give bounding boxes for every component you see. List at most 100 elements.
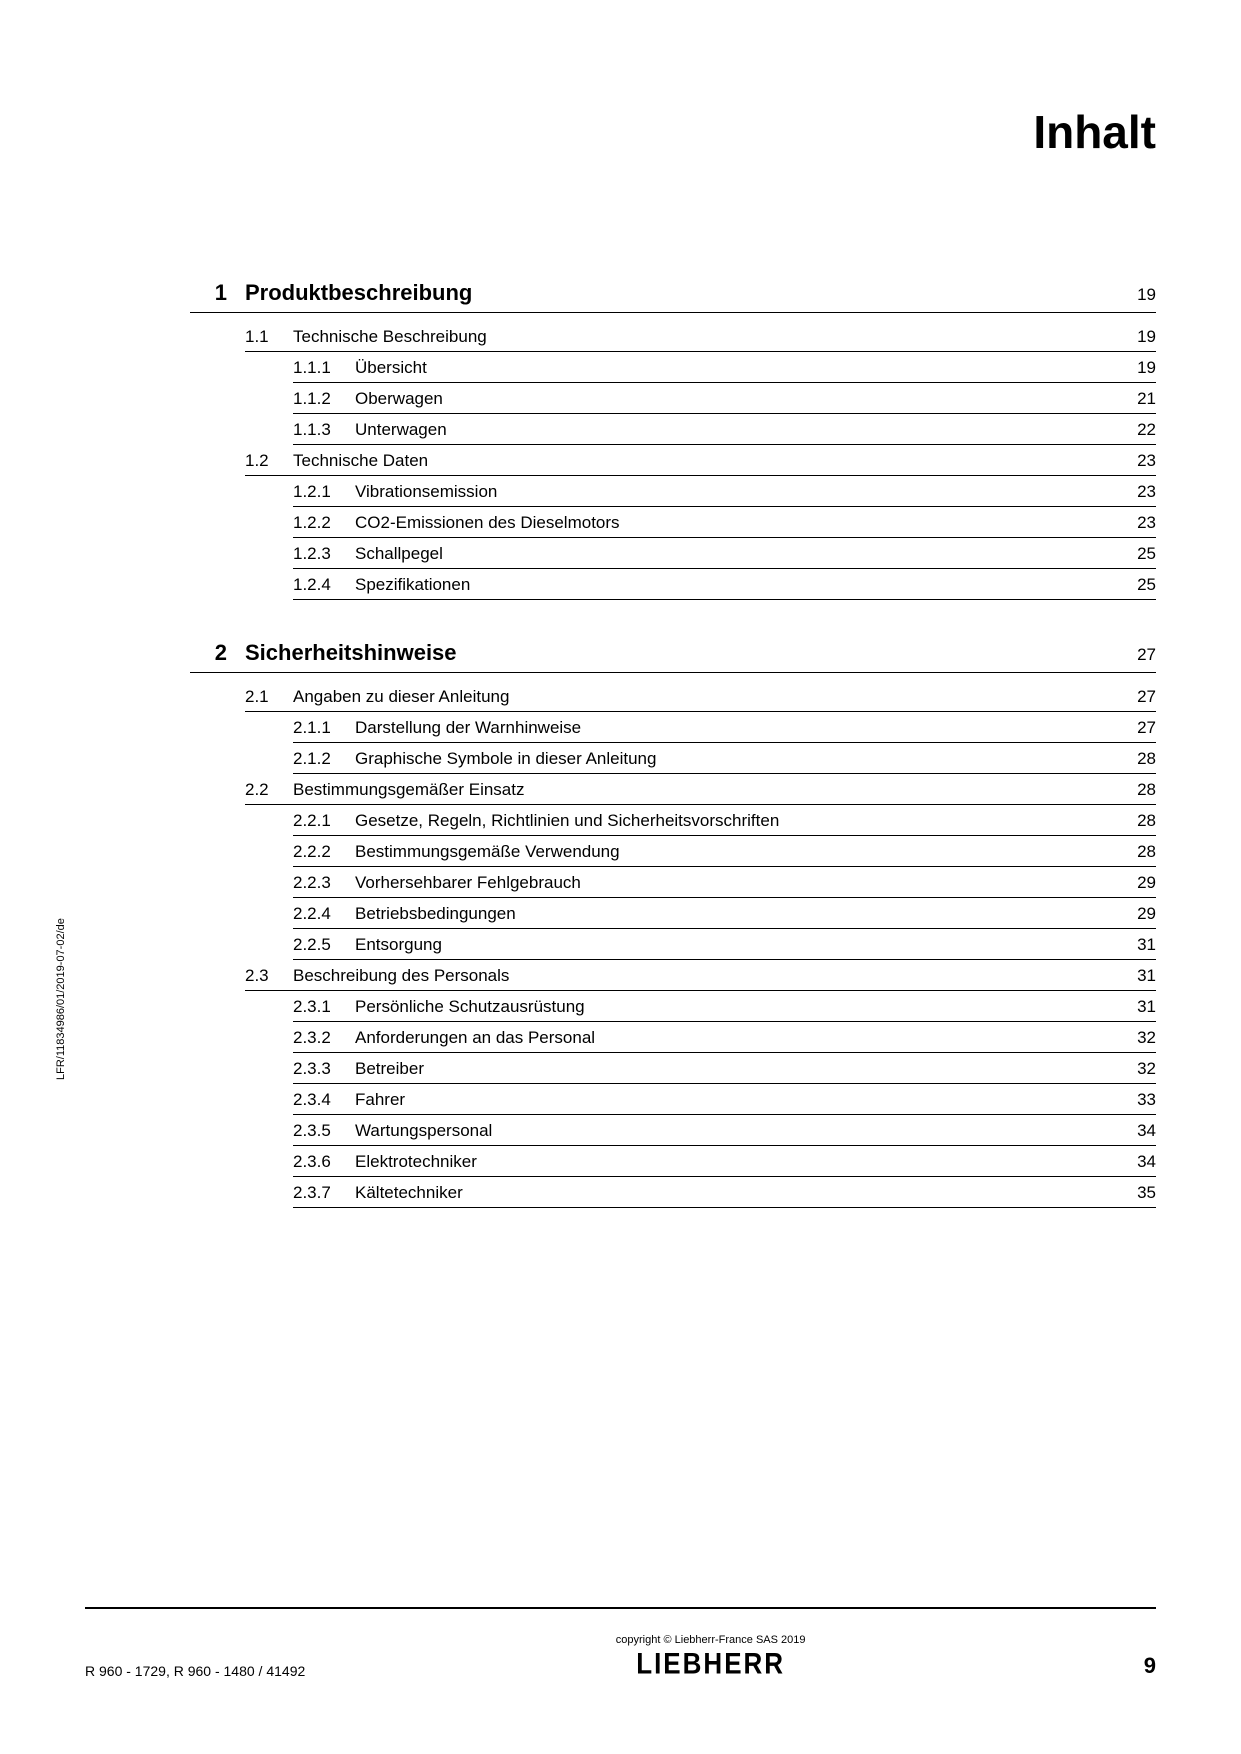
toc-subsection-title: Schallpegel [355, 544, 1096, 564]
toc-subsection-page: 35 [1096, 1183, 1156, 1203]
toc-section-page: 27 [1096, 687, 1156, 707]
toc-section-title: Technische Daten [293, 451, 1096, 471]
toc-subsection-page: 29 [1096, 904, 1156, 924]
toc-subsection-page: 25 [1096, 575, 1156, 595]
toc-subsection-row: 1.1.2Oberwagen21 [293, 383, 1156, 414]
toc-chapter: 1Produktbeschreibung19 1.1Technische Besc… [190, 280, 1156, 600]
toc-section-row: 1.2Technische Daten23 [245, 445, 1156, 476]
toc-section-row: 1.1Technische Beschreibung19 [245, 321, 1156, 352]
toc-chapter-page: 27 [1096, 645, 1156, 665]
toc-subsection-number: 2.2.1 [293, 811, 355, 831]
toc-subsection-page: 28 [1096, 842, 1156, 862]
toc-subsection-page: 25 [1096, 544, 1156, 564]
toc-subsection-page: 28 [1096, 749, 1156, 769]
toc-subsection-page: 32 [1096, 1059, 1156, 1079]
toc-subsection-title: Graphische Symbole in dieser Anleitung [355, 749, 1096, 769]
toc-subsection-row: 2.3.1Persönliche Schutzausrüstung31 [293, 991, 1156, 1022]
toc-subsection-title: Wartungspersonal [355, 1121, 1096, 1141]
toc-subsection-row: 2.3.3Betreiber32 [293, 1053, 1156, 1084]
toc-subsection-page: 27 [1096, 718, 1156, 738]
toc-subsection-title: Betreiber [355, 1059, 1096, 1079]
toc-subsection-number: 2.3.5 [293, 1121, 355, 1141]
toc-chapter-row: 2Sicherheitshinweise27 [190, 640, 1156, 673]
toc-subsection-page: 21 [1096, 389, 1156, 409]
toc-subsection-row: 2.3.5Wartungspersonal34 [293, 1115, 1156, 1146]
toc-subsection-title: Persönliche Schutzausrüstung [355, 997, 1096, 1017]
toc-subsection-row: 2.2.3Vorhersehbarer Fehlgebrauch29 [293, 867, 1156, 898]
toc-subsection-number: 2.3.6 [293, 1152, 355, 1172]
toc-subsection-row: 1.2.2CO2-Emissionen des Dieselmotors23 [293, 507, 1156, 538]
toc-chapter-row: 1Produktbeschreibung19 [190, 280, 1156, 313]
toc-subsection-title: Anforderungen an das Personal [355, 1028, 1096, 1048]
toc-subsection-number: 1.2.1 [293, 482, 355, 502]
page-title: Inhalt [1033, 105, 1156, 159]
toc-subsection-page: 29 [1096, 873, 1156, 893]
toc-subsection-page: 19 [1096, 358, 1156, 378]
toc-section-number: 2.2 [245, 780, 293, 800]
toc-subsection-number: 2.2.4 [293, 904, 355, 924]
toc-subsection-number: 1.2.2 [293, 513, 355, 533]
toc-subsection-number: 1.1.1 [293, 358, 355, 378]
toc-section-page: 23 [1096, 451, 1156, 471]
toc-section-title: Technische Beschreibung [293, 327, 1096, 347]
toc-subsection-title: Darstellung der Warnhinweise [355, 718, 1096, 738]
toc-subsection-row: 2.1.1Darstellung der Warnhinweise27 [293, 712, 1156, 743]
toc-subsection-page: 34 [1096, 1121, 1156, 1141]
toc-subsection-title: Vorhersehbarer Fehlgebrauch [355, 873, 1096, 893]
toc-subsection-row: 1.2.1Vibrationsemission23 [293, 476, 1156, 507]
footer-center: copyright © Liebherr-France SAS 2019 LIE… [305, 1634, 1116, 1679]
toc-chapter-page: 19 [1096, 285, 1156, 305]
toc-subsection-page: 28 [1096, 811, 1156, 831]
toc-subsection-row: 2.3.6Elektrotechniker34 [293, 1146, 1156, 1177]
toc-section-page: 31 [1096, 966, 1156, 986]
toc-subsection-title: Elektrotechniker [355, 1152, 1096, 1172]
toc-section-number: 2.3 [245, 966, 293, 986]
toc-subsection-number: 1.1.2 [293, 389, 355, 409]
toc-section-row: 2.3Beschreibung des Personals31 [245, 960, 1156, 991]
toc-subsection-row: 2.2.1Gesetze, Regeln, Richtlinien und Si… [293, 805, 1156, 836]
toc-chapter-title: Produktbeschreibung [245, 280, 1096, 306]
toc-subsection-row: 2.3.2Anforderungen an das Personal32 [293, 1022, 1156, 1053]
toc-subsection-page: 23 [1096, 482, 1156, 502]
toc-subsection-number: 2.3.1 [293, 997, 355, 1017]
toc-subsection-title: Oberwagen [355, 389, 1096, 409]
toc-subsection-row: 2.3.4Fahrer33 [293, 1084, 1156, 1115]
toc-subsection-row: 2.3.7Kältetechniker35 [293, 1177, 1156, 1208]
toc-section-number: 1.2 [245, 451, 293, 471]
toc-subsection-number: 1.2.4 [293, 575, 355, 595]
toc-section-title: Bestimmungsgemäßer Einsatz [293, 780, 1096, 800]
toc-subsection-number: 1.1.3 [293, 420, 355, 440]
toc-subsection-title: Unterwagen [355, 420, 1096, 440]
toc-subsection-number: 2.2.2 [293, 842, 355, 862]
toc-chapter-title: Sicherheitshinweise [245, 640, 1096, 666]
toc-section-title: Beschreibung des Personals [293, 966, 1096, 986]
toc-chapter: 2Sicherheitshinweise272.1Angaben zu dies… [190, 640, 1156, 1208]
toc-subsection-page: 34 [1096, 1152, 1156, 1172]
toc-subsection-title: Spezifikationen [355, 575, 1096, 595]
toc-subsection-number: 2.3.4 [293, 1090, 355, 1110]
page-number: 9 [1116, 1653, 1156, 1679]
toc-subsection-page: 31 [1096, 935, 1156, 955]
toc-subsection-title: Fahrer [355, 1090, 1096, 1110]
toc-subsection-row: 1.1.3Unterwagen22 [293, 414, 1156, 445]
toc-subsection-number: 2.3.3 [293, 1059, 355, 1079]
toc-subsection-title: Kältetechniker [355, 1183, 1096, 1203]
toc-subsection-title: Bestimmungsgemäße Verwendung [355, 842, 1096, 862]
toc-subsection-page: 23 [1096, 513, 1156, 533]
toc-subsection-title: Übersicht [355, 358, 1096, 378]
toc-subsection-number: 2.3.2 [293, 1028, 355, 1048]
toc-chapter-number: 2 [190, 640, 245, 666]
toc-section-page: 19 [1096, 327, 1156, 347]
toc-subsection-row: 1.2.4Spezifikationen25 [293, 569, 1156, 600]
toc-section-row: 2.1Angaben zu dieser Anleitung27 [245, 681, 1156, 712]
toc-subsection-number: 2.3.7 [293, 1183, 355, 1203]
toc-section-title: Angaben zu dieser Anleitung [293, 687, 1096, 707]
toc-subsection-title: Vibrationsemission [355, 482, 1096, 502]
toc-subsection-page: 31 [1096, 997, 1156, 1017]
page-footer: R 960 - 1729, R 960 - 1480 / 41492 copyr… [85, 1634, 1156, 1679]
toc-subsection-title: CO2-Emissionen des Dieselmotors [355, 513, 1096, 533]
toc-subsection-row: 1.1.1Übersicht19 [293, 352, 1156, 383]
toc-section-page: 28 [1096, 780, 1156, 800]
toc-section-number: 1.1 [245, 327, 293, 347]
toc-subsection-number: 2.1.2 [293, 749, 355, 769]
